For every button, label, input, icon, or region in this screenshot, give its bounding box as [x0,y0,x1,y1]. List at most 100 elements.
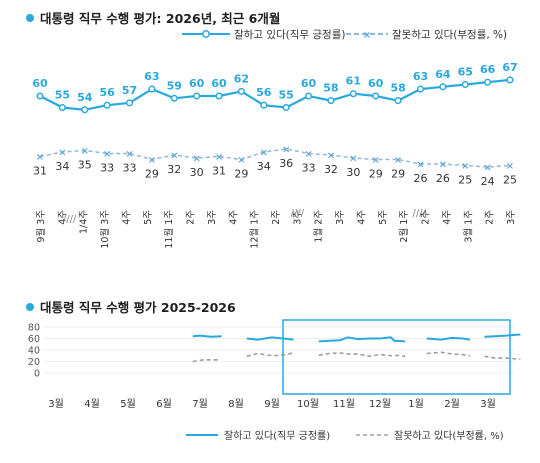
highlight-box [282,319,511,395]
bottom-chart-title: 대통령 직무 수행 평가 2025-2026 [26,297,236,316]
approve-data-label: 63 [144,70,159,83]
disapprove-series-line [39,148,511,168]
disapprove-point: × [148,155,156,166]
approve-point [58,103,66,112]
approve-data-label: 55 [55,89,70,102]
x-tick-label: 1월 2주 [313,210,325,243]
approve-data-label: 54 [77,91,93,104]
disapprove-point: × [237,155,245,166]
x-tick-label: 3주 [335,210,346,225]
disapprove-series-line [192,358,218,363]
disapprove-point: × [394,155,402,166]
disapprove-data-label: 24 [481,175,495,188]
disapprove-data-label: 29 [391,168,405,181]
approve-data-label: 55 [279,89,294,102]
approve-point [439,83,447,91]
approve-data-label: 63 [413,70,428,83]
x-tick-label: 4주 [121,210,132,225]
approve-data-label: 56 [256,86,272,99]
disapprove-point: × [327,151,335,162]
y-tick-label: 80 [28,323,40,334]
x-tick-label: 1/4주 [79,210,90,234]
approve-point [305,92,313,100]
approve-data-label: 62 [234,72,249,85]
approve-point [125,99,134,107]
x-tick-label: 5주 [143,210,154,225]
approve-point [193,92,201,100]
approve-point [36,92,44,100]
x-tick-label: 4주 [57,210,68,225]
axis-break-mark: //// [413,208,427,219]
x-tick-label: 2주 [485,210,496,225]
x-tick-label: 1월 [408,398,424,410]
approve-point [416,85,425,93]
x-tick-label: 2주 [271,210,282,225]
approve-point [372,92,380,100]
approve-point [170,94,178,102]
legend-approve-label: 잘하고 있다(직무 긍정률) [224,429,330,442]
approve-series-line [426,336,471,341]
disapprove-data-label: 33 [100,162,114,175]
approve-data-label: 67 [502,61,517,74]
approve-point [148,85,156,93]
approve-data-label: 58 [323,82,338,95]
x-tick-label: 11월 [333,398,355,410]
x-tick-label: 12월 [369,398,391,410]
disapprove-point: × [36,152,44,163]
disapprove-data-label: 25 [458,174,472,187]
x-tick-label: 3월 [48,398,64,410]
x-tick-label: 9월 3주 [35,210,47,243]
x-tick-label: 3월 1주 [462,210,474,243]
disapprove-point: × [372,155,380,166]
disapprove-data-label: 30 [346,166,360,179]
x-tick-label: 3주 [207,210,218,225]
approve-point [282,103,290,112]
approve-point [260,101,268,109]
disapprove-data-label: 35 [78,159,92,172]
legend-disapprove-marker: × [363,30,371,41]
disapprove-point: × [349,154,357,165]
approve-data-label: 56 [99,86,115,99]
disapprove-series-line [318,352,406,358]
disapprove-data-label: 31 [212,165,226,178]
approve-series-line [318,336,406,343]
disapprove-point: × [81,146,89,157]
disapprove-data-label: 32 [324,163,338,176]
disapprove-data-label: 26 [413,172,427,185]
approve-series-line [246,336,294,341]
approve-point [103,101,111,109]
x-tick-label: 2주 [421,210,432,225]
approve-data-label: 59 [167,79,182,92]
disapprove-point: × [506,161,514,172]
top-line-chart: 잘하고 있다(직무 긍정률) × 잘못하고 있다(부정률, %) 60 55 54 56 57… [32,28,517,249]
x-tick-label: 6월 [156,398,172,410]
disapprove-data-label: 26 [436,172,450,185]
approve-data-label: 65 [458,66,473,79]
disapprove-data-label: 33 [123,162,137,175]
disapprove-data-label: 33 [302,162,316,175]
x-tick-label: 3주 [506,210,517,225]
x-tick-label: 4주 [356,210,367,225]
x-tick-label: 9월 [264,398,280,410]
disapprove-point: × [192,154,200,165]
approve-point [484,78,492,86]
x-tick-label: 7월 [192,398,208,410]
approve-point [461,80,469,89]
x-tick-label: 3월 [480,398,496,410]
approve-series-line [484,333,521,338]
disapprove-data-label: 25 [503,174,517,187]
disapprove-point: × [461,161,469,172]
y-tick-label: 20 [28,357,40,368]
y-tick-label: 0 [34,369,40,380]
disapprove-data-label: 29 [234,168,248,181]
approve-data-label: 60 [301,77,317,90]
legend-disapprove-label: 잘못하고 있다(부정률, %) [392,28,507,41]
disapprove-point: × [125,149,133,160]
disapprove-data-label: 31 [33,165,47,178]
axis-break-mark: //// [291,208,305,219]
legend-approve-marker [202,30,210,38]
x-tick-label: 10월 3주 [99,210,111,249]
x-tick-label: 10월 [297,398,319,410]
